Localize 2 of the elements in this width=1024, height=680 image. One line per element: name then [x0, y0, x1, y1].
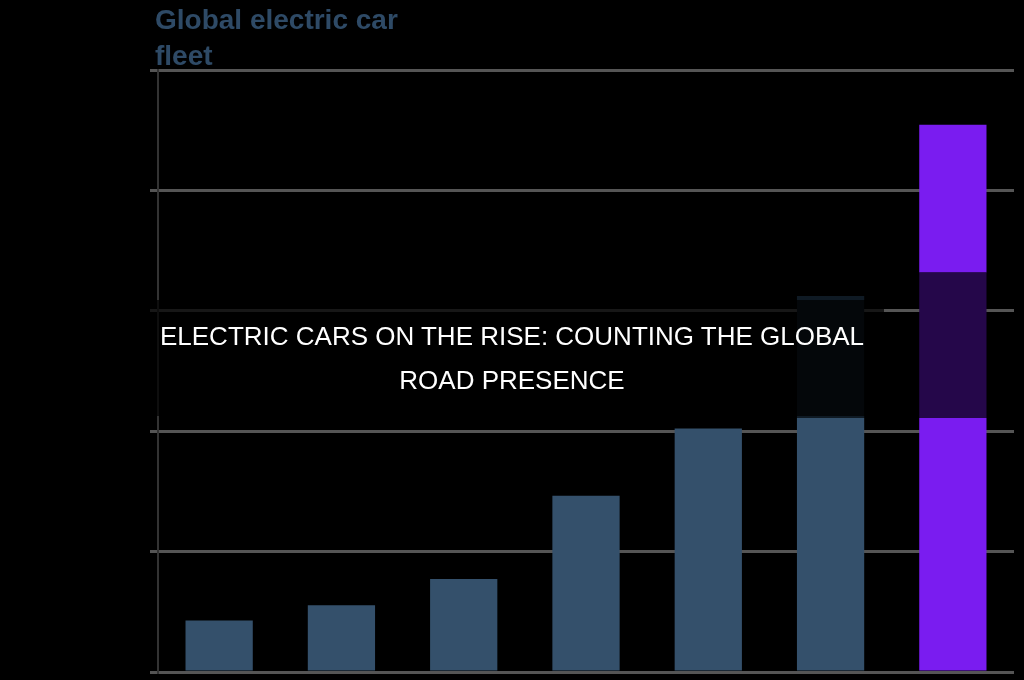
- text: ELECTRIC CARS ON THE RISE: COUNTING THE GLOBAL ROAD PRESENCE: [140, 300, 884, 416]
- chart-subtitle: Global electric car fleet: [155, 3, 399, 73]
